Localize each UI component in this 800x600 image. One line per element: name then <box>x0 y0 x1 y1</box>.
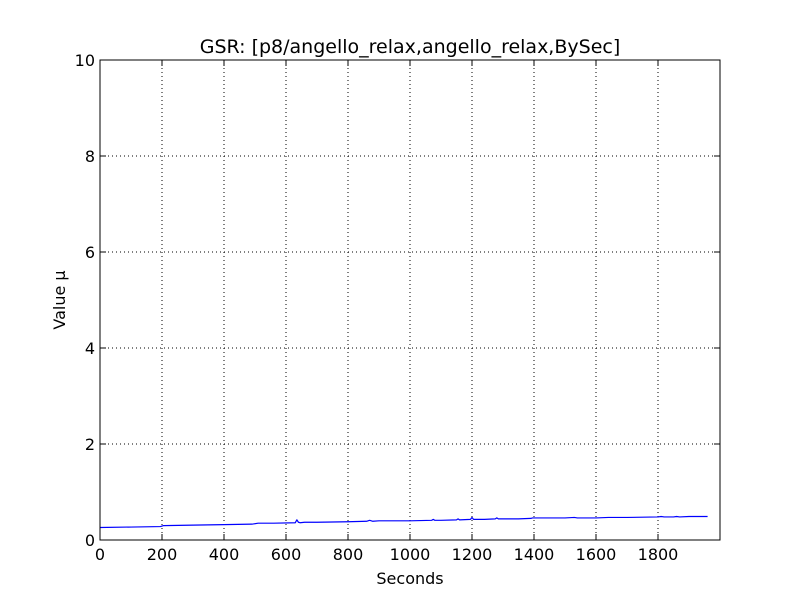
plot-area-frame <box>99 59 721 541</box>
tick-labels: 0 200 400 600 800 1000 1200 1400 1600 1800 0 2 4 6 8 10 <box>75 51 679 564</box>
x-tick-label: 200 <box>147 545 178 564</box>
y-tick-label: 6 <box>85 243 95 262</box>
x-tick-label: 0 <box>95 545 105 564</box>
y-tick-label: 2 <box>85 435 95 454</box>
y-tick-label: 4 <box>85 339 95 358</box>
y-tick-label: 10 <box>75 51 95 70</box>
y-axis-label: Value µ <box>50 270 69 329</box>
y-tick-label: 8 <box>85 147 95 166</box>
chart-title: GSR: [p8/angello_relax,angello_relax,ByS… <box>200 36 621 58</box>
x-tick-label: 1400 <box>514 545 555 564</box>
x-tick-label: 1600 <box>576 545 617 564</box>
grid <box>100 60 720 540</box>
x-axis-label: Seconds <box>376 569 443 588</box>
gsr-series-line <box>99 515 708 529</box>
x-tick-label: 600 <box>271 545 302 564</box>
x-tick-label: 800 <box>333 545 364 564</box>
y-tick-label: 0 <box>85 531 95 550</box>
x-tick-label: 400 <box>209 545 240 564</box>
series <box>99 515 708 529</box>
x-tick-label: 1000 <box>390 545 431 564</box>
x-tick-label: 1200 <box>452 545 493 564</box>
x-tick-label: 1800 <box>638 545 679 564</box>
